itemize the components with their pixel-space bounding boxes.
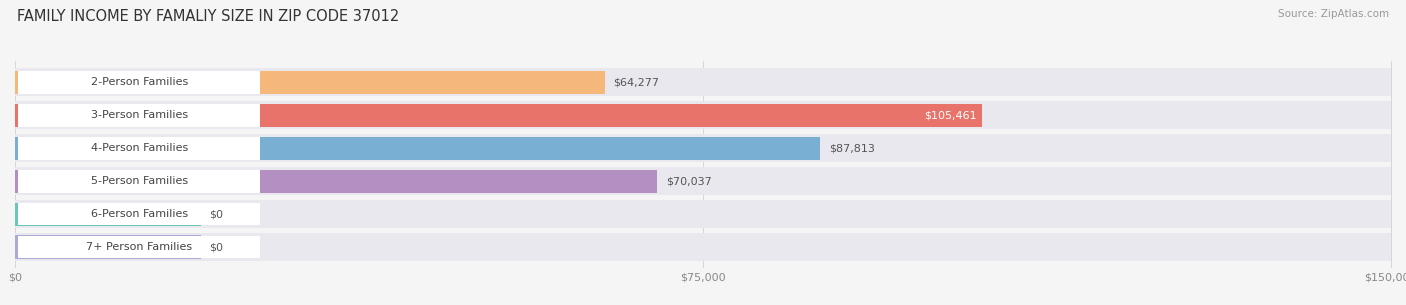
Bar xyxy=(18,170,260,192)
Text: 4-Person Families: 4-Person Families xyxy=(90,143,188,153)
Text: $105,461: $105,461 xyxy=(924,110,977,120)
Text: Source: ZipAtlas.com: Source: ZipAtlas.com xyxy=(1278,9,1389,19)
Text: $64,277: $64,277 xyxy=(613,77,659,88)
Text: 5-Person Families: 5-Person Families xyxy=(90,176,188,186)
Text: $0: $0 xyxy=(209,209,224,219)
Bar xyxy=(15,71,605,94)
Text: $0: $0 xyxy=(209,242,224,252)
Bar xyxy=(15,235,201,259)
Bar xyxy=(18,203,260,225)
Bar xyxy=(15,104,983,127)
Bar xyxy=(15,170,658,193)
Bar xyxy=(15,233,1391,261)
Text: $70,037: $70,037 xyxy=(666,176,711,186)
Bar xyxy=(15,203,201,226)
Bar xyxy=(18,104,260,127)
Bar xyxy=(18,71,260,94)
Text: 3-Person Families: 3-Person Families xyxy=(90,110,188,120)
Bar xyxy=(15,167,1391,195)
Bar xyxy=(18,137,260,160)
Text: $87,813: $87,813 xyxy=(828,143,875,153)
Text: 6-Person Families: 6-Person Families xyxy=(90,209,188,219)
Bar xyxy=(15,137,821,160)
Text: 2-Person Families: 2-Person Families xyxy=(90,77,188,88)
Bar xyxy=(15,101,1391,129)
Bar xyxy=(15,200,1391,228)
Bar xyxy=(18,236,260,258)
Bar xyxy=(15,68,1391,96)
Bar xyxy=(15,134,1391,162)
Text: FAMILY INCOME BY FAMALIY SIZE IN ZIP CODE 37012: FAMILY INCOME BY FAMALIY SIZE IN ZIP COD… xyxy=(17,9,399,24)
Text: 7+ Person Families: 7+ Person Families xyxy=(86,242,193,252)
